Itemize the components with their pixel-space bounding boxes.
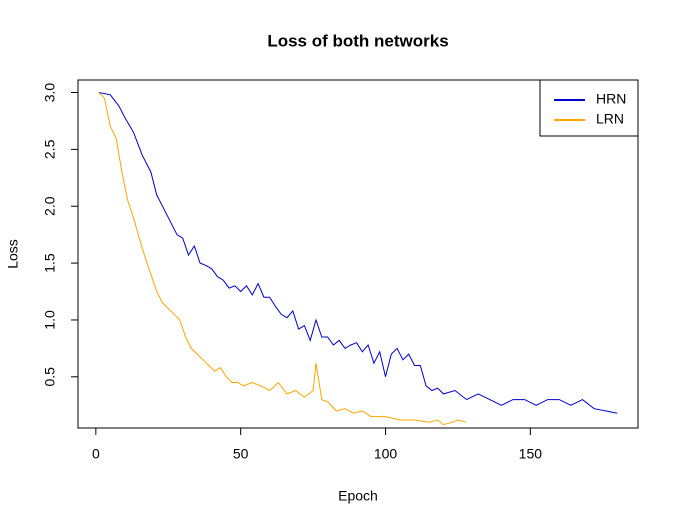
legend-label: HRN bbox=[596, 91, 626, 107]
x-tick-label: 150 bbox=[519, 446, 543, 462]
y-tick-label: 2.0 bbox=[42, 196, 58, 216]
y-tick-label: 3.0 bbox=[42, 83, 58, 103]
x-tick-label: 100 bbox=[374, 446, 398, 462]
series-line bbox=[98, 92, 467, 426]
x-tick-label: 50 bbox=[233, 446, 249, 462]
x-axis-label: Epoch bbox=[338, 488, 378, 504]
legend-box bbox=[539, 79, 639, 137]
series-line bbox=[98, 92, 618, 414]
y-tick-label: 2.5 bbox=[42, 139, 58, 159]
y-tick-label: 0.5 bbox=[42, 367, 58, 387]
legend-label: LRN bbox=[596, 111, 624, 127]
y-tick-label: 1.0 bbox=[42, 310, 58, 330]
chart-title: Loss of both networks bbox=[267, 31, 448, 50]
y-tick-label: 1.5 bbox=[42, 253, 58, 273]
y-axis-label: Loss bbox=[5, 239, 21, 269]
plot-frame bbox=[77, 79, 639, 429]
x-tick-label: 0 bbox=[92, 446, 100, 462]
